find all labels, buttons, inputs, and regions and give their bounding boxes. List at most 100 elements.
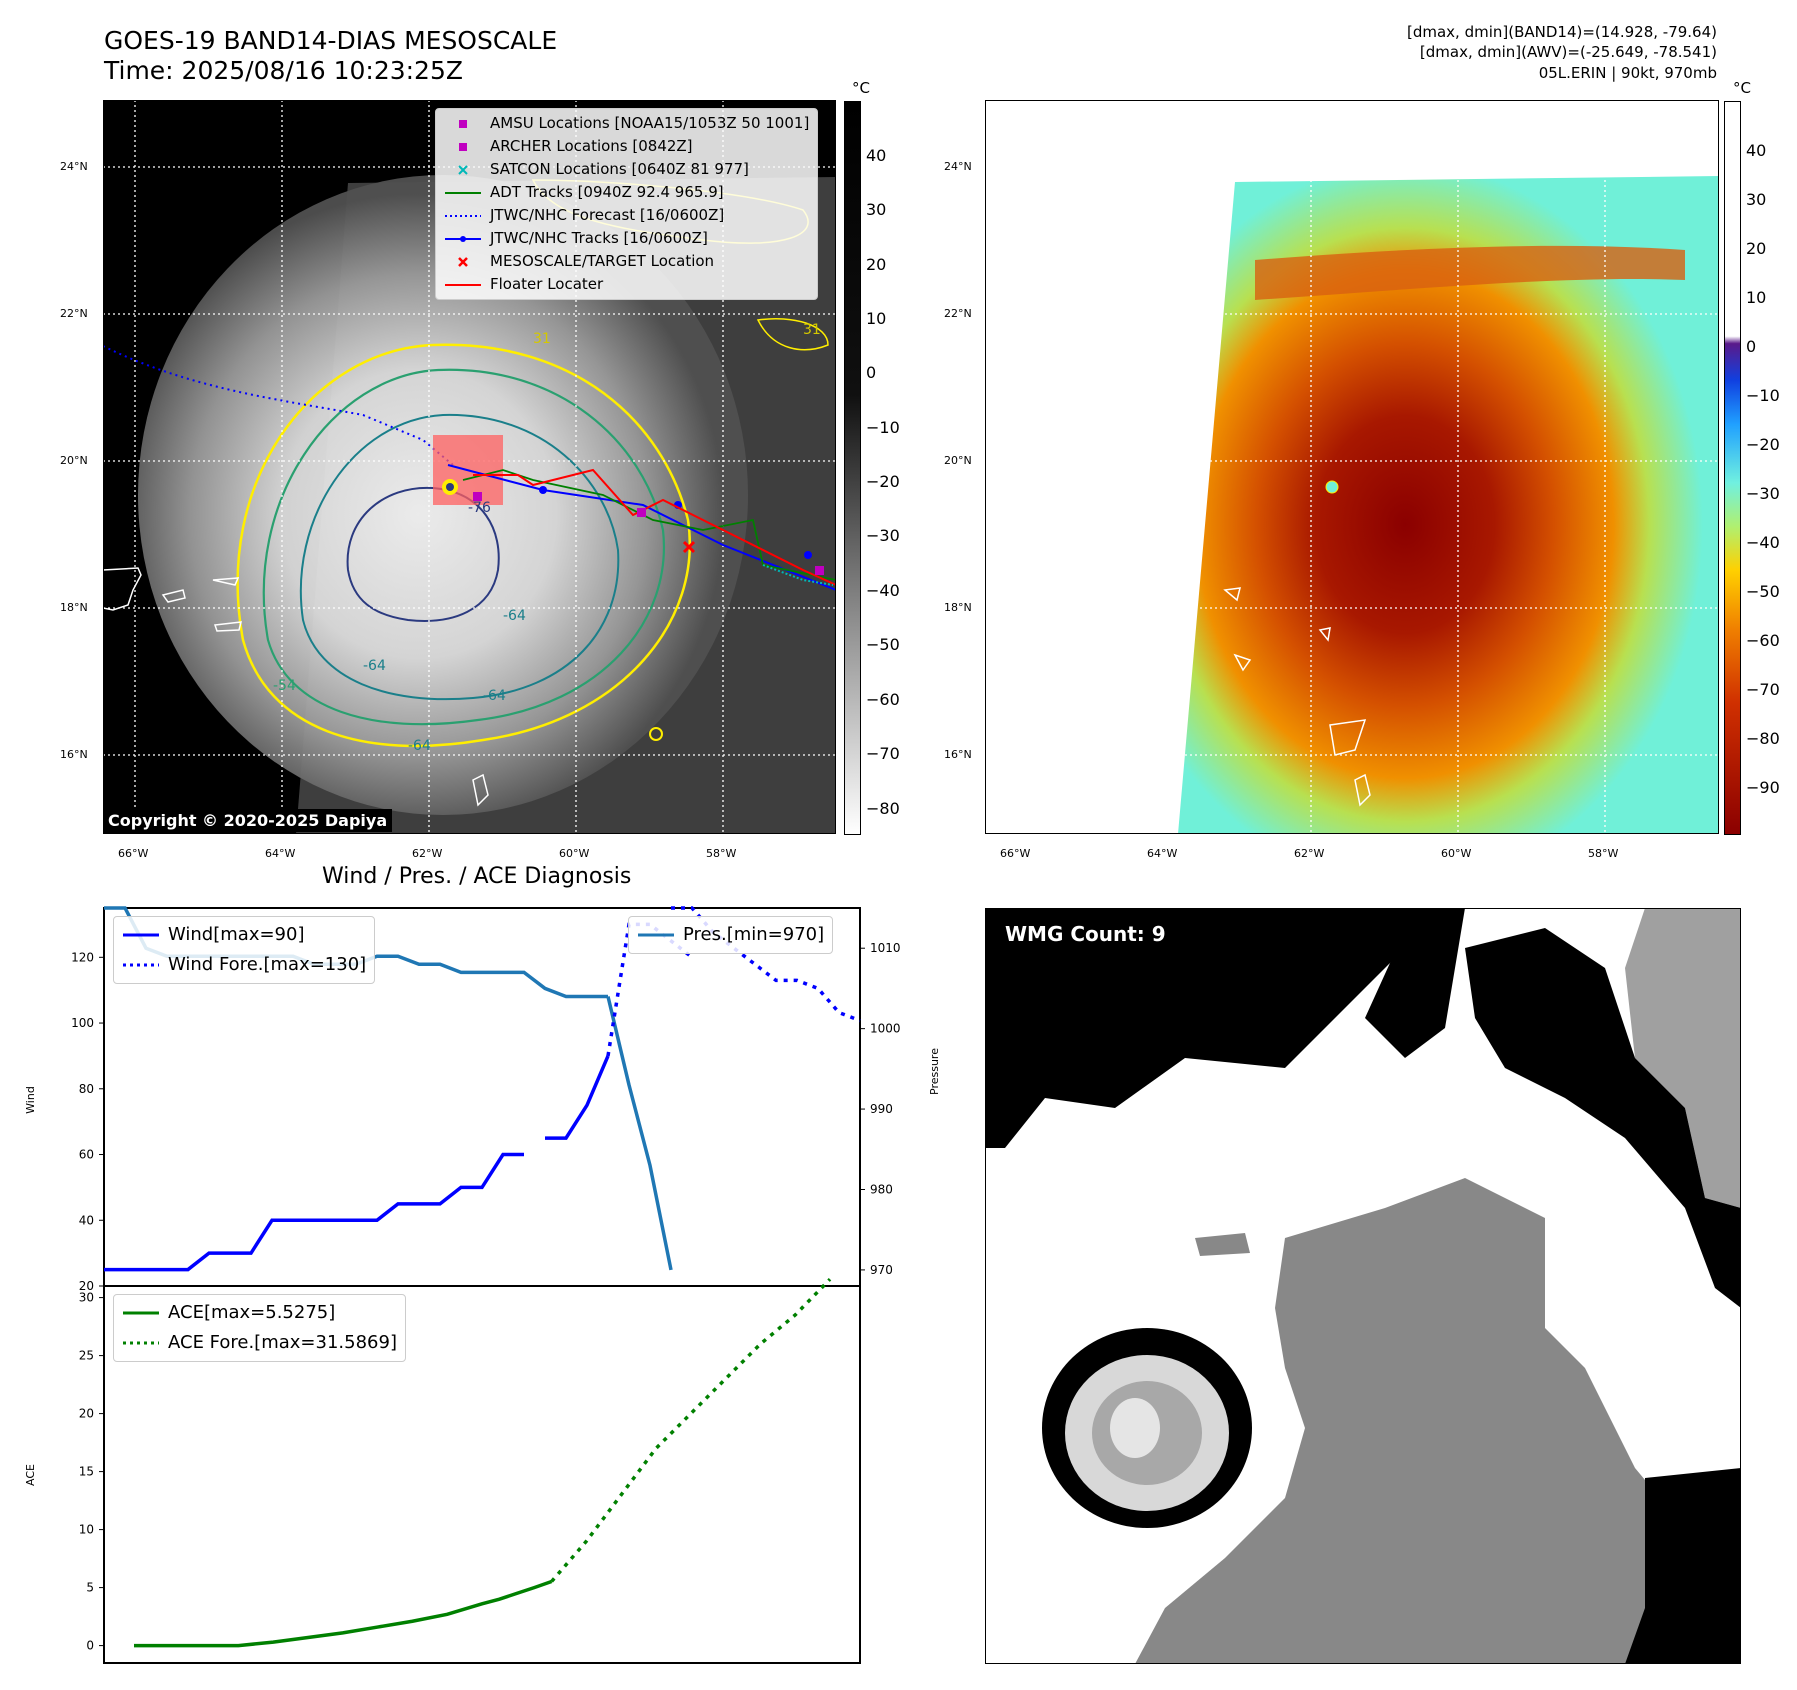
ace-tick-label: 10 [79, 1523, 94, 1537]
contour-yellow [236, 343, 691, 748]
ace-line [134, 1579, 553, 1648]
wmg-count-badge: WMG Count: 9 [995, 918, 1176, 950]
contour-label-64a: -64 [363, 658, 386, 674]
ir-cb-tick-30: 30 [866, 200, 887, 219]
awv-cb-tick-m20: −20 [1746, 435, 1780, 454]
ir-colorbar [844, 101, 861, 835]
awv-cb-tick-m80: −80 [1746, 729, 1780, 748]
ir-cb-tick-m30: −30 [866, 526, 900, 545]
wmg-black-nw [985, 908, 1415, 1148]
legend-tracks: JTWC/NHC Tracks [16/0600Z] [444, 227, 809, 250]
legend-tracks-label: JTWC/NHC Tracks [16/0600Z] [490, 229, 708, 247]
awv-lat-tick-20: 20°N [944, 454, 972, 467]
awv-lat-tick-24: 24°N [944, 160, 972, 173]
wmg-black-n [1365, 908, 1465, 1058]
pressure-tick-label: 980 [870, 1182, 893, 1196]
legend-pressure: Pres.[min=970] [637, 920, 824, 950]
copyright-badge: Copyright © 2020-2025 Dapiya [103, 809, 393, 832]
ace-tick-label: 0 [86, 1639, 94, 1653]
ir-cb-tick-m60: −60 [866, 690, 900, 709]
ir-lon-tick-58: 58°W [706, 847, 737, 860]
ace-tick-label: 30 [79, 1291, 94, 1305]
awv-eye [1325, 480, 1339, 494]
awv-cb-tick-20: 20 [1746, 239, 1767, 258]
floater-locater-line [473, 468, 836, 586]
contour-teal [299, 413, 620, 701]
legend-amsu: AMSU Locations [NOAA15/1053Z 50 1001] [444, 112, 809, 135]
wmg-gray-ne [1625, 908, 1741, 1208]
ir-cb-tick-m70: −70 [866, 744, 900, 763]
awv-cb-tick-30: 30 [1746, 190, 1767, 209]
mesoscale-target-marker [682, 540, 696, 554]
awv-cb-tick-0: 0 [1746, 337, 1757, 356]
pressure-forecast-line [671, 906, 861, 1023]
ir-cb-tick-10: 10 [866, 309, 887, 328]
legend-forecast-label: JTWC/NHC Forecast [16/0600Z] [490, 206, 725, 224]
legend-satcon: SATCON Locations [0640Z 81 977] [444, 158, 809, 181]
contour-yellow-small [649, 727, 663, 741]
contour-label-54: -54 [273, 678, 296, 694]
ir-lat-tick-20: 20°N [60, 454, 88, 467]
pressure-legend: Pres.[min=970] [628, 916, 834, 954]
contour-green [262, 368, 666, 726]
awv-lat-tick-22: 22°N [944, 307, 972, 320]
awv-cb-tick-m60: −60 [1746, 631, 1780, 650]
ir-lon-tick-60: 60°W [559, 847, 590, 860]
awv-lon-tick-62: 62°W [1294, 847, 1325, 860]
awv-lon-tick-58: 58°W [1588, 847, 1619, 860]
dmax-band14-info: [dmax, dmin](BAND14)=(14.928, -79.64) [1406, 23, 1717, 41]
legend-ace-forecast-label: ACE Fore.[max=31.5869] [168, 1332, 397, 1353]
legend-ace: ACE[max=5.5275] [122, 1298, 397, 1328]
legend-floater: Floater Locater [444, 273, 809, 296]
adt-track-line [462, 469, 836, 581]
wmg-panel [985, 908, 1741, 1664]
ir-legend: AMSU Locations [NOAA15/1053Z 50 1001] AR… [435, 108, 819, 300]
ir-lon-tick-62: 62°W [412, 847, 443, 860]
ace-tick-label: 15 [79, 1465, 94, 1479]
legend-wind-forecast-label: Wind Fore.[max=130] [168, 954, 367, 975]
awv-cb-tick-m30: −30 [1746, 484, 1780, 503]
wmg-gray-patch [1195, 1233, 1250, 1256]
awv-lon-tick-60: 60°W [1441, 847, 1472, 860]
wind-line [104, 1152, 524, 1272]
figure-title-line2: Time: 2025/08/16 10:23:25Z [104, 56, 463, 85]
awv-image-swath [1178, 176, 1719, 834]
awv-lon-tick-66: 66°W [1000, 847, 1031, 860]
legend-ace-label: ACE[max=5.5275] [168, 1302, 336, 1323]
wind-tick-label: 80 [79, 1082, 94, 1096]
legend-wind-label: Wind[max=90] [168, 924, 305, 945]
wmg-gray-mass [1135, 1178, 1685, 1664]
wind-tick-label: 20 [79, 1279, 94, 1293]
legend-adt: ADT Tracks [0940Z 92.4 965.9] [444, 181, 809, 204]
ace-plot [103, 1285, 861, 1664]
awv-cb-tick-m90: −90 [1746, 778, 1780, 797]
wind-line-end [545, 1055, 610, 1140]
legend-pressure-label: Pres.[min=970] [683, 924, 825, 945]
contour-label-76: -76 [468, 500, 491, 516]
wmg-black-se [1625, 1468, 1741, 1664]
awv-lat-tick-18: 18°N [944, 601, 972, 614]
coastlines [103, 567, 489, 807]
pressure-tick-label: 970 [870, 1263, 893, 1277]
awv-band-north [1255, 245, 1685, 300]
wind-tick-label: 60 [79, 1148, 94, 1162]
ace-tick-label: 20 [79, 1407, 94, 1421]
wind-tick-label: 120 [71, 950, 94, 964]
wind-tick-label: 40 [79, 1213, 94, 1227]
forecast-track-line [103, 345, 454, 466]
legend-wind: Wind[max=90] [122, 920, 366, 950]
awv-coastlines [1223, 587, 1371, 807]
wind-axis-label: Wind [24, 1086, 37, 1114]
ir-cb-tick-m50: −50 [866, 635, 900, 654]
awv-cb-tick-40: 40 [1746, 141, 1767, 160]
ir-lat-tick-24: 24°N [60, 160, 88, 173]
awv-cb-tick-m50: −50 [1746, 582, 1780, 601]
awv-lat-tick-16: 16°N [944, 748, 972, 761]
pressure-axis-label-text: Pressure [928, 1048, 941, 1095]
contour-label-31b: 31 [803, 322, 821, 338]
legend-ace-forecast: ACE Fore.[max=31.5869] [122, 1328, 397, 1358]
ace-tick-label: 5 [86, 1581, 94, 1595]
amsu-marker [637, 508, 646, 517]
archer-marker [473, 492, 482, 501]
contour-label-64d: -64 [408, 738, 431, 754]
